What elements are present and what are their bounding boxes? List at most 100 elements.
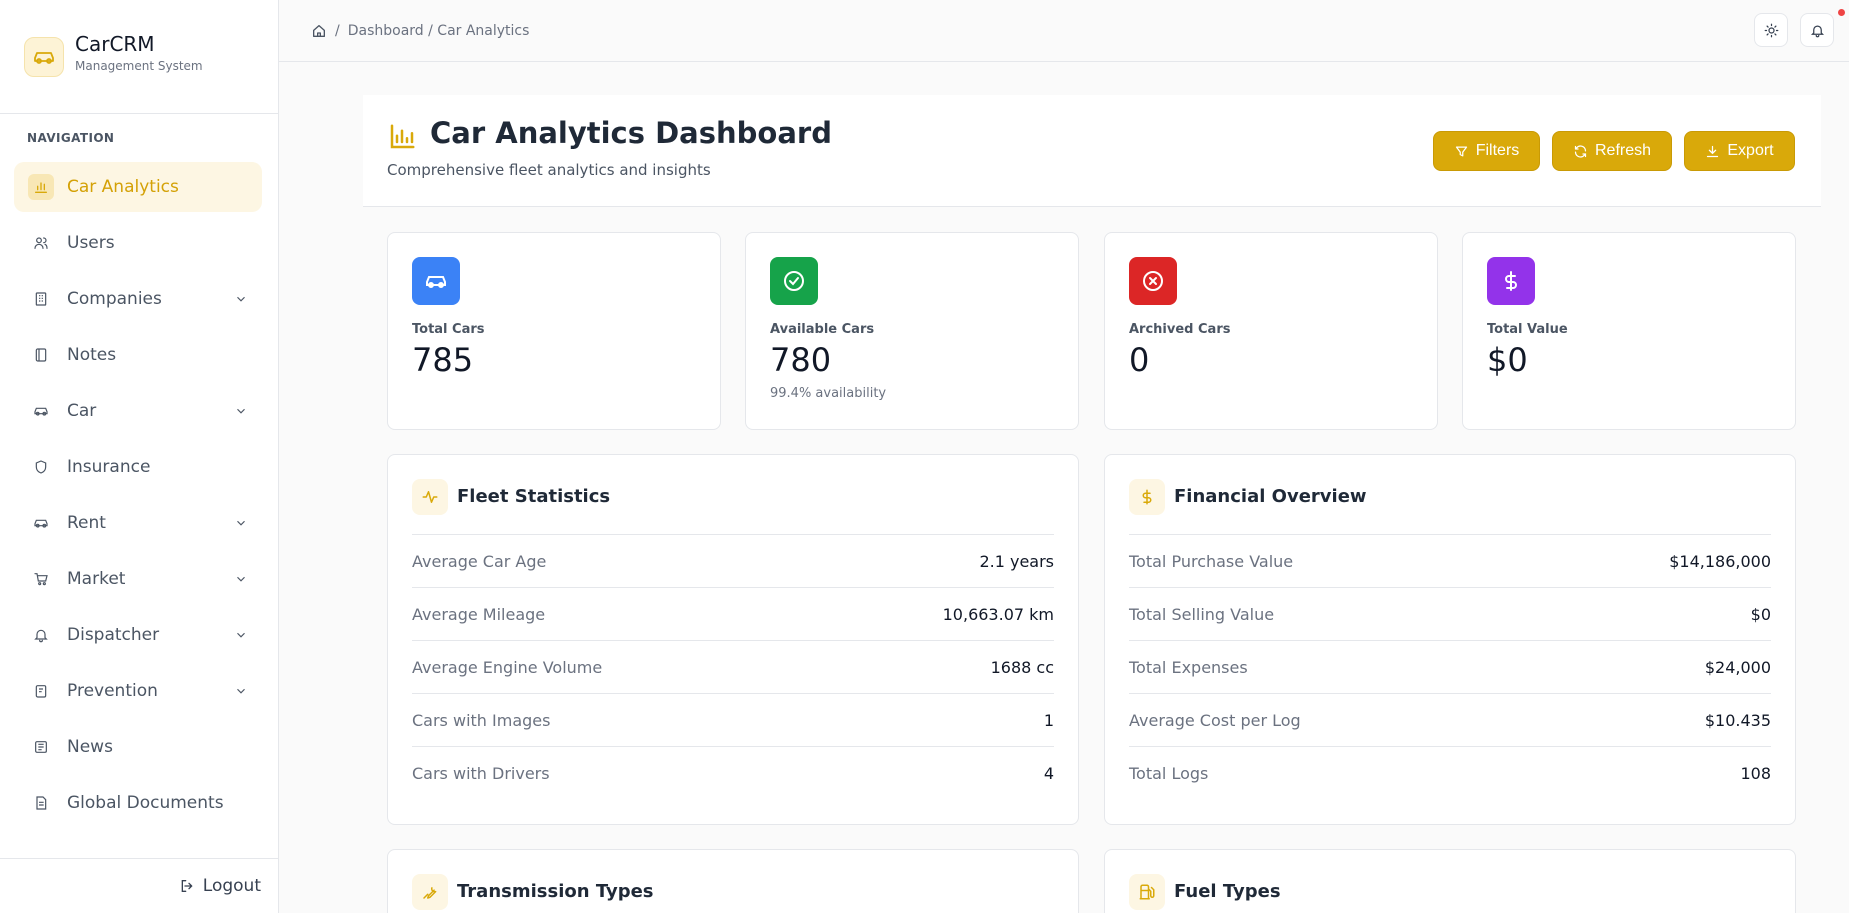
row-value: $0 — [1750, 604, 1771, 624]
sidebar-item-global-documents[interactable]: Global Documents — [14, 778, 262, 828]
refresh-label: Refresh — [1594, 142, 1652, 159]
car-logo-icon — [24, 36, 64, 77]
bar-chart-icon — [390, 124, 415, 149]
row-value: $14,186,000 — [1669, 551, 1771, 571]
stat-note: 99.4% availability — [770, 386, 887, 401]
sidebar-item-label: Prevention — [67, 681, 158, 701]
sidebar-item-label: Insurance — [67, 457, 151, 477]
stat-value: 780 — [770, 341, 832, 379]
filters-button[interactable]: Filters — [1433, 131, 1540, 171]
sidebar-item-car-analytics[interactable]: Car Analytics — [14, 162, 262, 212]
stat-row: Total Expenses $24,000 — [1129, 641, 1771, 694]
row-label: Total Logs — [1129, 764, 1209, 783]
stat-card-total-value: Total Value $0 — [1462, 232, 1796, 430]
stat-row: Cars with Images 1 — [412, 694, 1054, 747]
logout-button[interactable]: Logout — [0, 858, 279, 913]
row-value: 10,663.07 km — [942, 604, 1054, 624]
sidebar-item-market[interactable]: Market — [14, 554, 262, 604]
document-icon — [28, 790, 54, 816]
sidebar-item-prevention[interactable]: Prevention — [14, 666, 262, 716]
sidebar-item-rent[interactable]: Rent — [14, 498, 262, 548]
home-icon[interactable] — [311, 23, 327, 39]
chevron-down-icon — [237, 688, 245, 694]
sidebar-item-label: Global Documents — [67, 793, 224, 813]
chevron-down-icon — [237, 408, 245, 414]
bell-icon — [1810, 25, 1824, 37]
car-icon — [412, 257, 460, 305]
sidebar-item-car[interactable]: Car — [14, 386, 262, 436]
sidebar-item-news[interactable]: News — [14, 722, 262, 772]
row-value: 1688 cc — [990, 657, 1054, 677]
stat-card-total-cars: Total Cars 785 — [387, 232, 721, 430]
stat-label: Archived Cars — [1129, 322, 1231, 337]
fuel-types-panel: Fuel Types — [1104, 849, 1796, 913]
bell-icon — [28, 622, 54, 648]
sidebar-item-label: Users — [67, 233, 115, 253]
chevron-down-icon — [237, 296, 245, 302]
sidebar: CarCRM Management System NAVIGATION Car … — [0, 0, 279, 913]
logout-icon — [181, 880, 193, 892]
panel-title: Transmission Types — [457, 881, 654, 902]
export-button[interactable]: Export — [1684, 131, 1795, 171]
cart-icon — [28, 566, 54, 592]
panel-title: Fuel Types — [1174, 881, 1281, 902]
car-icon — [28, 398, 54, 424]
topbar: / Dashboard / Car Analytics — [279, 0, 1849, 62]
theme-toggle-button[interactable] — [1754, 13, 1788, 47]
fuel-icon — [1129, 874, 1165, 910]
filters-label: Filters — [1475, 142, 1520, 159]
panel-title: Fleet Statistics — [457, 486, 611, 507]
breadcrumb-path[interactable]: Dashboard / Car Analytics — [347, 22, 530, 39]
breadcrumb-separator: / — [335, 22, 340, 39]
panel-title: Financial Overview — [1174, 486, 1367, 507]
row-value: 1 — [1043, 710, 1054, 730]
activity-icon — [412, 479, 448, 515]
brand: CarCRM Management System — [0, 0, 278, 114]
stat-row: Average Engine Volume 1688 cc — [412, 641, 1054, 694]
stat-label: Total Value — [1487, 322, 1568, 337]
fleet-statistics-panel: Fleet Statistics Average Car Age 2.1 year… — [387, 454, 1079, 825]
refresh-button[interactable]: Refresh — [1552, 131, 1672, 171]
page-title: Car Analytics Dashboard — [430, 116, 832, 150]
download-icon — [1707, 145, 1719, 157]
stat-card-archived-cars: Archived Cars 0 — [1104, 232, 1438, 430]
notifications-button[interactable] — [1800, 13, 1834, 47]
transmission-types-panel: Transmission Types — [387, 849, 1079, 913]
brand-name: CarCRM — [75, 32, 155, 56]
sun-icon — [1764, 23, 1778, 37]
bar-chart-icon — [28, 174, 54, 200]
sidebar-item-label: News — [67, 737, 113, 757]
sidebar-item-label: Market — [67, 569, 126, 589]
sidebar-item-dispatcher[interactable]: Dispatcher — [14, 610, 262, 660]
users-icon — [28, 230, 54, 256]
sidebar-item-companies[interactable]: Companies — [14, 274, 262, 324]
sidebar-item-label: Dispatcher — [67, 625, 160, 645]
sidebar-nav: Car Analytics Users Companies Notes C — [14, 162, 262, 834]
logout-label: Logout — [202, 876, 261, 896]
stat-value: 0 — [1129, 341, 1150, 379]
chevron-down-icon — [237, 520, 245, 526]
chevron-down-icon — [237, 576, 245, 582]
dollar-icon — [1487, 257, 1535, 305]
stat-label: Available Cars — [770, 322, 875, 337]
sidebar-item-insurance[interactable]: Insurance — [14, 442, 262, 492]
wrench-icon — [412, 874, 448, 910]
stat-value: $0 — [1487, 341, 1528, 379]
sidebar-item-label: Notes — [67, 345, 117, 365]
row-label: Average Cost per Log — [1129, 710, 1301, 730]
refresh-icon — [1574, 144, 1587, 158]
row-label: Average Car Age — [412, 551, 547, 571]
financial-overview-panel: Financial Overview Total Purchase Value $… — [1104, 454, 1796, 825]
row-value: 4 — [1043, 764, 1054, 783]
x-circle-icon — [1129, 257, 1177, 305]
row-value: 2.1 years — [979, 551, 1054, 571]
sidebar-item-notes[interactable]: Notes — [14, 330, 262, 380]
stat-row: Cars with Drivers 4 — [412, 747, 1054, 800]
stat-row: Average Mileage 10,663.07 km — [412, 588, 1054, 641]
row-label: Total Expenses — [1129, 657, 1248, 677]
sidebar-item-label: Rent — [67, 513, 106, 533]
stat-row: Total Purchase Value $14,186,000 — [1129, 535, 1771, 588]
sidebar-item-users[interactable]: Users — [14, 218, 262, 268]
breadcrumb: / Dashboard / Car Analytics — [311, 23, 529, 39]
brand-subtitle: Management System — [75, 59, 203, 73]
